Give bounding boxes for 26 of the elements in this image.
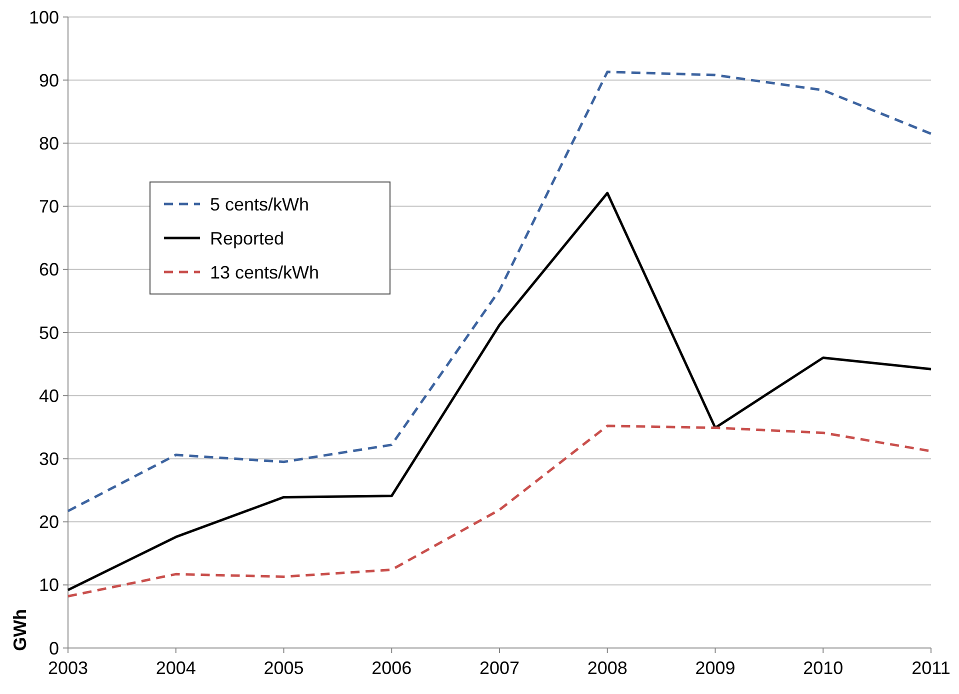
legend-label: Reported: [210, 228, 284, 248]
x-tick-label: 2003: [48, 658, 88, 678]
y-tick-label: 0: [48, 638, 59, 658]
y-tick-label: 10: [38, 575, 59, 596]
y-tick-label: 70: [38, 196, 59, 217]
x-tick-label: 2007: [479, 658, 520, 678]
x-tick-label: 2006: [372, 658, 412, 678]
legend-label: 5 cents/kWh: [210, 194, 310, 214]
line-series: [66, 70, 932, 512]
x-tick-label: 2009: [695, 658, 736, 678]
y-tick-label: 60: [38, 260, 59, 280]
x-tick-label: 2011: [912, 658, 950, 678]
x-tick-label: 2005: [264, 658, 304, 678]
y-tick-label: 100: [28, 7, 59, 28]
x-tick-label: 2008: [587, 658, 628, 678]
y-tick-label: 90: [38, 70, 59, 90]
y-tick-label: 40: [38, 386, 59, 406]
y-tick-label: 80: [38, 134, 59, 154]
line-series: [66, 192, 932, 592]
y-axis-title: GWh: [10, 609, 30, 651]
y-tick-label: 50: [38, 322, 59, 343]
y-tick-label: 30: [38, 449, 59, 469]
x-tick-label: 2004: [156, 658, 196, 678]
y-tick-label: 20: [38, 512, 59, 532]
x-tick-label: 2010: [803, 658, 844, 678]
legend-label: 13 cents/kWh: [210, 262, 320, 282]
